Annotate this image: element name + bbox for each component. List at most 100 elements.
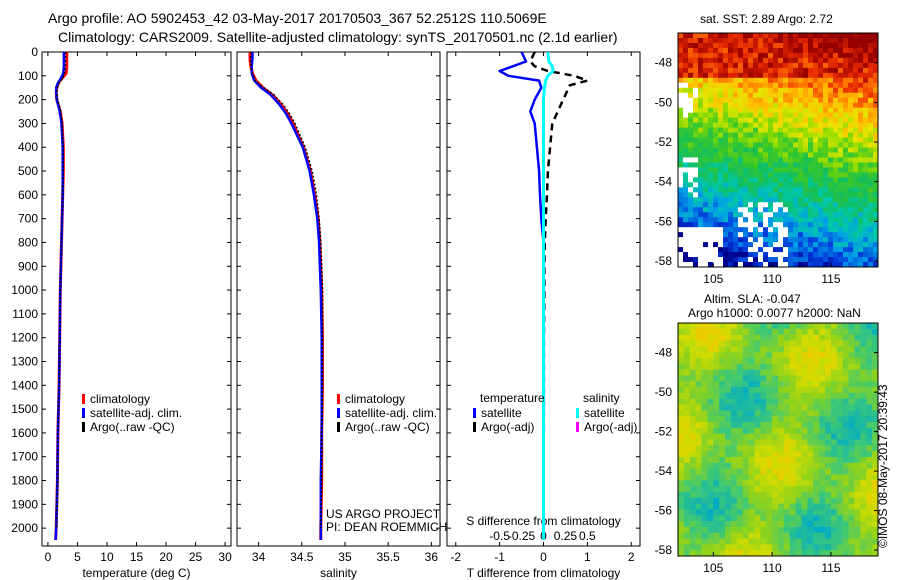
heatmap-cell	[698, 82, 704, 89]
heatmap-cell	[725, 515, 732, 522]
heatmap-cell	[683, 503, 691, 510]
heatmap-cell	[788, 187, 794, 193]
y-tick-label: 1300	[11, 354, 38, 368]
heatmap-cell	[833, 187, 839, 193]
heatmap-cell	[695, 550, 702, 557]
heatmap-cell	[825, 381, 832, 388]
heatmap-cell	[872, 369, 879, 376]
heatmap-cell	[748, 521, 755, 528]
heatmap-cell	[838, 82, 844, 89]
heatmap-cell	[793, 217, 799, 223]
heatmap-cell	[738, 77, 744, 84]
heatmap-cell	[828, 47, 834, 54]
heatmap-cell	[825, 369, 832, 376]
heatmap-cell	[830, 392, 838, 400]
heatmap-cell	[689, 497, 697, 504]
heatmap-cell	[742, 521, 749, 528]
heatmap-cell	[778, 456, 785, 464]
heatmap-cell	[703, 72, 709, 79]
heatmap-cell	[689, 538, 697, 545]
heatmap-cell	[838, 57, 844, 64]
heatmap-cell	[766, 480, 773, 487]
heatmap-cell	[838, 262, 844, 268]
heatmap-cell	[678, 480, 685, 487]
heatmap-cell	[860, 486, 867, 493]
x-axis-label: T difference from climatology	[467, 566, 621, 580]
heatmap-cell	[823, 177, 829, 183]
heatmap-cell	[703, 107, 709, 114]
heatmap-cell	[772, 346, 779, 353]
legend-item-swatch	[337, 394, 340, 404]
heatmap-cell	[758, 237, 764, 243]
heatmap-cell	[854, 544, 861, 551]
heatmap-cell	[703, 182, 709, 188]
heatmap-cell	[783, 544, 791, 551]
legend-item-swatch	[82, 408, 85, 418]
heatmap-cell	[719, 334, 726, 341]
heatmap-cell	[738, 177, 744, 183]
heatmap-cell	[766, 375, 773, 382]
heatmap-cell	[707, 550, 714, 557]
heatmap-cell	[813, 392, 820, 400]
heatmap-cell	[778, 47, 784, 54]
heatmap-cell	[783, 451, 791, 458]
heatmap-cell	[872, 521, 879, 528]
heatmap-cell	[872, 323, 879, 330]
heatmap-cell	[783, 515, 791, 522]
heatmap-cell	[813, 132, 819, 138]
heatmap-cell	[801, 497, 808, 504]
heatmap-cell	[818, 147, 824, 153]
heatmap-cell	[801, 328, 808, 336]
heatmap-cell	[838, 77, 844, 84]
heatmap-cell	[795, 357, 802, 365]
heatmap-cell	[788, 167, 794, 173]
x-tick-label-salinity: -0.25	[508, 529, 536, 543]
heatmap-cell	[708, 57, 714, 64]
heatmap-cell	[843, 182, 849, 188]
heatmap-cell	[768, 212, 774, 218]
heatmap-cell	[725, 422, 732, 429]
heatmap-cell	[873, 57, 879, 64]
heatmap-cell	[830, 363, 838, 370]
heatmap-cell	[678, 451, 685, 458]
heatmap-cell	[838, 192, 844, 198]
heatmap-cell	[868, 107, 874, 114]
heatmap-cell	[813, 217, 819, 223]
heatmap-cell	[730, 404, 738, 411]
heatmap-cell	[868, 197, 874, 203]
heatmap-cell	[753, 127, 759, 133]
heatmap-cell	[708, 227, 714, 233]
heatmap-cell	[688, 47, 694, 54]
heatmap-cell	[848, 107, 854, 114]
heatmap-cell	[818, 107, 824, 114]
heatmap-cell	[743, 197, 749, 203]
heatmap-cell	[707, 526, 714, 534]
heatmap-cell	[748, 192, 754, 198]
heatmap-cell	[842, 474, 849, 481]
heatmap-cell	[733, 117, 739, 124]
heatmap-cell	[688, 172, 694, 178]
heatmap-cell	[733, 82, 739, 89]
heatmap-cell	[788, 232, 794, 238]
heatmap-cell	[701, 346, 708, 353]
heatmap-cell	[818, 62, 824, 69]
heatmap-cell	[719, 387, 726, 394]
heatmap-cell	[760, 451, 767, 458]
heatmap-cell	[866, 538, 873, 545]
heatmap-cell	[828, 107, 834, 114]
heatmap-cell	[783, 67, 789, 74]
heatmap-cell	[813, 112, 819, 119]
heatmap-cell	[683, 57, 689, 64]
heatmap-cell	[833, 177, 839, 183]
heatmap-cell	[743, 57, 749, 64]
heatmap-cell	[689, 515, 697, 522]
heatmap-cell	[833, 142, 839, 148]
heatmap-cell	[725, 392, 732, 400]
heatmap-cell	[860, 357, 867, 365]
heatmap-cell	[823, 162, 829, 168]
heatmap-cell	[772, 387, 779, 394]
heatmap-cell	[838, 167, 844, 173]
heatmap-cell	[788, 152, 794, 158]
heatmap-cell	[842, 334, 849, 341]
heatmap-cell	[803, 137, 809, 143]
